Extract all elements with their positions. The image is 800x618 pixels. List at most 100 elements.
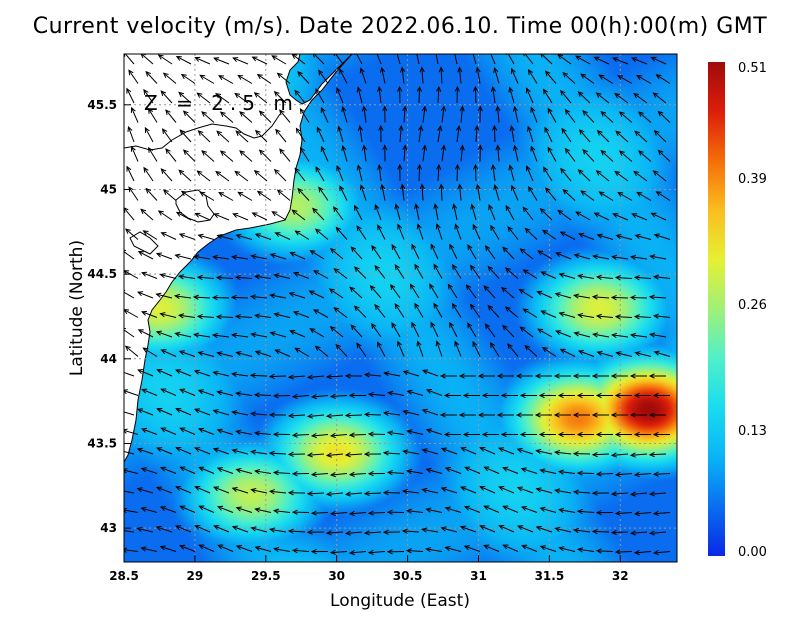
current-vector bbox=[291, 432, 310, 438]
current-vector bbox=[633, 549, 652, 556]
current-vector bbox=[367, 471, 386, 477]
current-vector bbox=[595, 509, 614, 516]
current-vector bbox=[484, 323, 496, 338]
current-vector bbox=[194, 485, 211, 494]
current-vector bbox=[367, 391, 386, 398]
current-vector bbox=[329, 247, 344, 260]
current-vector bbox=[328, 288, 344, 299]
current-vector bbox=[577, 312, 595, 319]
current-vector bbox=[481, 392, 499, 399]
current-vector bbox=[310, 393, 329, 400]
current-vector bbox=[251, 56, 268, 65]
current-vector bbox=[279, 109, 291, 123]
current-vector bbox=[256, 190, 272, 201]
current-vector bbox=[310, 432, 329, 439]
current-vector bbox=[580, 190, 595, 201]
current-vector bbox=[274, 232, 291, 240]
current-vector bbox=[433, 263, 443, 279]
current-vector bbox=[273, 273, 291, 279]
current-vector bbox=[140, 208, 154, 221]
current-vector bbox=[137, 329, 154, 338]
current-vector bbox=[479, 446, 496, 455]
current-vector bbox=[493, 183, 500, 201]
current-vector bbox=[378, 124, 384, 143]
current-vector bbox=[363, 372, 382, 378]
current-vector bbox=[130, 106, 139, 123]
current-vector bbox=[197, 233, 215, 240]
current-vector bbox=[653, 130, 667, 143]
current-vector bbox=[374, 203, 382, 221]
current-vector bbox=[421, 369, 439, 377]
plot-frame bbox=[123, 53, 678, 563]
current-vector bbox=[435, 85, 442, 104]
current-vector bbox=[562, 188, 576, 201]
current-vector bbox=[272, 393, 291, 399]
current-vector bbox=[541, 229, 557, 240]
current-vector bbox=[530, 145, 538, 162]
current-vector bbox=[197, 130, 211, 143]
current-vector bbox=[560, 89, 572, 104]
current-vector bbox=[215, 275, 234, 281]
current-vector bbox=[234, 92, 249, 104]
current-vector bbox=[325, 530, 344, 536]
current-vector bbox=[592, 254, 610, 260]
current-vector bbox=[239, 150, 253, 162]
current-vector bbox=[124, 389, 139, 396]
current-vector bbox=[618, 150, 633, 162]
current-vector bbox=[564, 147, 576, 162]
current-vector bbox=[306, 529, 325, 535]
current-vector bbox=[596, 129, 610, 143]
current-vector bbox=[472, 85, 479, 104]
current-vector bbox=[235, 429, 253, 435]
current-vector bbox=[458, 373, 476, 379]
current-vector bbox=[356, 342, 367, 357]
current-vector bbox=[409, 283, 420, 299]
x-tick-label: 29 bbox=[187, 569, 204, 583]
current-vector bbox=[525, 165, 534, 182]
current-vector bbox=[447, 283, 458, 299]
current-vector bbox=[653, 350, 671, 357]
current-vector bbox=[460, 486, 477, 494]
current-vector bbox=[315, 166, 325, 182]
current-vector bbox=[421, 408, 439, 416]
current-vector bbox=[160, 90, 173, 104]
current-vector bbox=[544, 70, 557, 84]
current-vector bbox=[554, 292, 572, 299]
current-vector bbox=[634, 351, 652, 357]
current-vector bbox=[553, 373, 571, 379]
current-vector bbox=[160, 466, 177, 474]
current-vector bbox=[294, 167, 306, 182]
current-vector bbox=[143, 88, 154, 104]
current-vector bbox=[159, 506, 177, 513]
depth-label: Z = 2.5 m bbox=[144, 91, 299, 115]
current-vector bbox=[336, 87, 344, 104]
current-vector bbox=[421, 144, 428, 162]
current-vector bbox=[631, 213, 648, 221]
current-vector bbox=[502, 544, 519, 552]
current-vector bbox=[595, 313, 614, 320]
current-vector bbox=[474, 124, 480, 143]
current-vector bbox=[310, 510, 329, 516]
current-vector bbox=[657, 149, 671, 162]
current-vector bbox=[231, 332, 249, 338]
current-vector bbox=[439, 412, 457, 418]
current-vector bbox=[289, 330, 306, 338]
current-vector bbox=[459, 525, 477, 533]
current-vector bbox=[213, 525, 230, 533]
x-tick-label: 28.5 bbox=[109, 569, 139, 583]
colorbar-labels: 0.51 0.39 0.26 0.13 0.00 bbox=[738, 61, 767, 560]
current-vector bbox=[557, 209, 572, 221]
current-vector bbox=[507, 226, 519, 240]
current-vector bbox=[196, 170, 211, 182]
current-vector bbox=[178, 274, 196, 280]
current-vector bbox=[411, 321, 420, 338]
current-vector bbox=[268, 489, 287, 495]
current-vector bbox=[339, 68, 348, 84]
current-vector bbox=[582, 148, 595, 162]
current-vector bbox=[212, 254, 230, 260]
current-vector bbox=[610, 373, 628, 379]
current-vector bbox=[534, 373, 552, 379]
current-vector bbox=[528, 185, 538, 201]
current-vector bbox=[237, 74, 253, 84]
